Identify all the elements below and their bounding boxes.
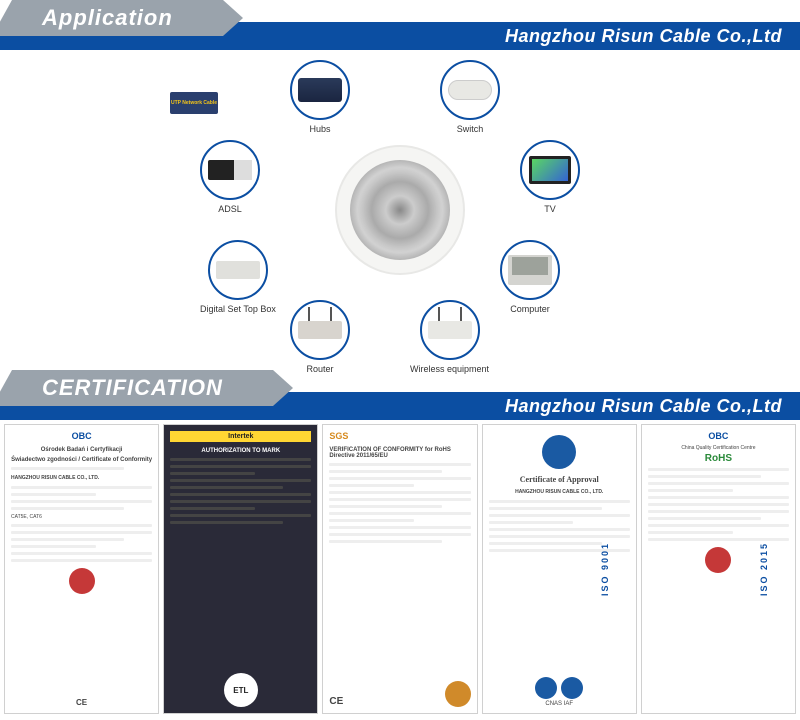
network-cable-box-label: UTP Network Cable bbox=[171, 100, 217, 106]
certification-header: Hangzhou Risun Cable Co.,Ltd CERTIFICATI… bbox=[0, 370, 800, 420]
cert-approval-mark: CNAS IAF bbox=[489, 701, 630, 707]
device-hubs: Hubs bbox=[290, 60, 350, 134]
router-icon bbox=[298, 321, 342, 339]
cert-sgs-seal bbox=[445, 681, 471, 707]
device-router: Router bbox=[290, 300, 350, 374]
device-switch: Switch bbox=[440, 60, 500, 134]
cert-intertek-mark: ETL bbox=[224, 673, 258, 707]
computer-icon bbox=[508, 255, 552, 285]
certification-gallery: OBC Ośrodek Badań i Certyfikacji Świadec… bbox=[0, 420, 800, 718]
device-wireless: Wireless equipment bbox=[410, 300, 489, 374]
cert-obc-company: HANGZHOU RISUN CABLE CO., LTD. bbox=[11, 475, 152, 481]
cert-sgs-title: VERIFICATION OF CONFORMITY for RoHS Dire… bbox=[329, 447, 470, 459]
device-computer: Computer bbox=[500, 240, 560, 314]
cert-obc-logo: OBC bbox=[11, 431, 152, 441]
application-tab-label: Application bbox=[42, 5, 173, 31]
device-tv: TV bbox=[520, 140, 580, 214]
tv-icon bbox=[529, 156, 571, 184]
cert-rohs-logo: OBC bbox=[648, 431, 789, 441]
cert-approval-title: Certificate of Approval bbox=[489, 475, 630, 484]
network-cable-box: UTP Network Cable bbox=[170, 92, 218, 114]
hubs-icon bbox=[298, 78, 342, 102]
cert-obc-title: Ośrodek Badań i Certyfikacji bbox=[11, 447, 152, 453]
company-name: Hangzhou Risun Cable Co.,Ltd bbox=[505, 26, 782, 47]
cert-obc: OBC Ośrodek Badań i Certyfikacji Świadec… bbox=[4, 424, 159, 714]
cert-approval-side: ISO 9001 bbox=[600, 542, 610, 596]
cert-obc-seal bbox=[69, 568, 95, 594]
stb-icon bbox=[216, 261, 260, 279]
cert-intertek: Intertek AUTHORIZATION TO MARK ETL bbox=[163, 424, 318, 714]
cert-sgs-mark: CE bbox=[329, 696, 343, 707]
cable-coil-icon bbox=[350, 160, 450, 260]
certification-tab-label: CERTIFICATION bbox=[42, 375, 223, 401]
device-stb-label: Digital Set Top Box bbox=[200, 304, 276, 314]
cable-coil-center bbox=[335, 145, 465, 275]
cert-rohs-label: RoHS bbox=[648, 453, 789, 464]
cert-obc-subtitle: Świadectwo zgodności / Certificate of Co… bbox=[11, 457, 152, 463]
cert-intertek-logo: Intertek bbox=[170, 431, 311, 442]
application-header: Hangzhou Risun Cable Co.,Ltd Application bbox=[0, 0, 800, 50]
certification-tab: CERTIFICATION bbox=[12, 370, 273, 406]
cert-approval: Certificate of Approval HANGZHOU RISUN C… bbox=[482, 424, 637, 714]
adsl-icon bbox=[208, 160, 252, 180]
cert-intertek-title: AUTHORIZATION TO MARK bbox=[170, 448, 311, 454]
device-computer-label: Computer bbox=[510, 304, 550, 314]
device-adsl-label: ADSL bbox=[218, 204, 242, 214]
application-tab: Application bbox=[12, 0, 223, 36]
cert-obc-mark: CE bbox=[11, 698, 152, 707]
device-stb: Digital Set Top Box bbox=[200, 240, 276, 314]
cert-approval-company: HANGZHOU RISUN CABLE CO., LTD. bbox=[489, 489, 630, 495]
cert-rohs-side: ISO 2015 bbox=[759, 542, 769, 596]
cert-obc-product: CAT5E, CAT6 bbox=[11, 514, 152, 520]
cert-rohs: OBC China Quality Certification Centre R… bbox=[641, 424, 796, 714]
device-hubs-label: Hubs bbox=[309, 124, 330, 134]
company-name-2: Hangzhou Risun Cable Co.,Ltd bbox=[505, 396, 782, 417]
cert-sgs-logo: SGS bbox=[329, 431, 470, 441]
cert-approval-seal bbox=[542, 435, 576, 469]
application-diagram: UTP Network Cable Hubs Switch TV Compute… bbox=[0, 50, 800, 370]
cert-rohs-issuer: China Quality Certification Centre bbox=[648, 445, 789, 451]
switch-icon bbox=[448, 80, 492, 100]
device-tv-label: TV bbox=[544, 204, 556, 214]
cert-rohs-seal bbox=[705, 547, 731, 573]
cert-sgs: SGS VERIFICATION OF CONFORMITY for RoHS … bbox=[322, 424, 477, 714]
wireless-icon bbox=[428, 321, 472, 339]
device-switch-label: Switch bbox=[457, 124, 484, 134]
device-adsl: ADSL bbox=[200, 140, 260, 214]
